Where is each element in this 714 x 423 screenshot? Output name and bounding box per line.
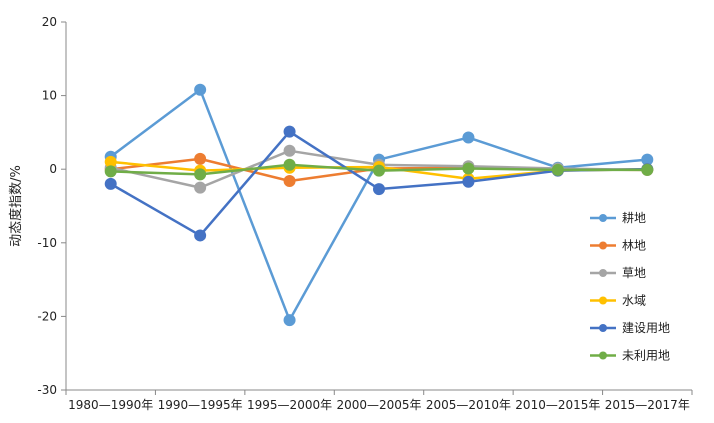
x-tick-label: 2015—2017年 bbox=[605, 398, 690, 412]
x-tick-label: 2000—2005年 bbox=[336, 398, 421, 412]
y-axis-ticks: 20 10 0 -10 -20 -30 bbox=[37, 15, 66, 397]
data-point bbox=[104, 177, 117, 190]
data-point bbox=[104, 165, 117, 178]
x-tick-label: 1995—2000年 bbox=[247, 398, 332, 412]
x-tick-label: 2010—2015年 bbox=[515, 398, 600, 412]
x-tick-label: 1980—1990年 bbox=[68, 398, 153, 412]
data-point bbox=[283, 314, 296, 327]
legend-swatch-marker bbox=[599, 241, 607, 250]
y-tick-label: 20 bbox=[42, 15, 57, 29]
data-point bbox=[551, 163, 564, 176]
legend-swatch-marker bbox=[599, 214, 607, 222]
legend-item: 未利用地 bbox=[590, 349, 670, 363]
series-1 bbox=[104, 83, 654, 327]
legend-swatch-marker bbox=[599, 351, 607, 360]
x-tick-label: 1990—1995年 bbox=[158, 398, 243, 412]
y-axis-label: 动态度指数/% bbox=[8, 165, 24, 247]
y-tick-label: -20 bbox=[37, 309, 57, 323]
legend-label: 建设用地 bbox=[622, 321, 670, 335]
y-tick-label: 10 bbox=[42, 89, 57, 103]
series-line bbox=[109, 88, 648, 322]
data-point bbox=[283, 144, 296, 157]
x-tick-label: 2005—2010年 bbox=[426, 398, 511, 412]
legend-item: 建设用地 bbox=[590, 321, 670, 335]
y-tick-label: 0 bbox=[49, 162, 57, 176]
legend-label: 未利用地 bbox=[622, 349, 670, 363]
legend-label: 水域 bbox=[622, 294, 646, 308]
legend-item: 草地 bbox=[590, 266, 646, 280]
legend-swatch-marker bbox=[599, 324, 607, 332]
series-6 bbox=[104, 158, 654, 181]
data-point bbox=[194, 152, 207, 165]
data-point bbox=[194, 168, 207, 181]
y-tick-label: -10 bbox=[37, 236, 57, 250]
data-point bbox=[283, 174, 296, 187]
data-point bbox=[283, 125, 296, 138]
data-point bbox=[194, 83, 207, 96]
data-point bbox=[462, 175, 475, 188]
legend-item: 耕地 bbox=[590, 210, 646, 225]
data-point bbox=[283, 158, 296, 171]
legend-label: 林地 bbox=[622, 239, 646, 253]
legend-swatch-marker bbox=[599, 296, 607, 305]
data-point bbox=[462, 131, 475, 144]
legend-label: 耕地 bbox=[622, 210, 646, 225]
data-point bbox=[373, 183, 385, 196]
data-point bbox=[373, 164, 385, 177]
legend-swatch-marker bbox=[599, 269, 607, 277]
data-point bbox=[194, 229, 207, 242]
legend-item: 水域 bbox=[590, 294, 646, 308]
data-point bbox=[104, 155, 117, 168]
data-point bbox=[194, 181, 207, 194]
data-point bbox=[641, 153, 654, 166]
series-lines bbox=[104, 83, 654, 327]
x-axis-ticks: 1980—1990年 1990—1995年 1995—2000年 2000—2005年… bbox=[65, 390, 693, 412]
data-point bbox=[462, 162, 475, 175]
y-tick-label: -30 bbox=[37, 383, 57, 397]
legend-item: 林地 bbox=[590, 239, 646, 253]
data-point bbox=[641, 163, 654, 176]
plot-area bbox=[65, 22, 692, 391]
legend-label: 草地 bbox=[622, 266, 646, 280]
